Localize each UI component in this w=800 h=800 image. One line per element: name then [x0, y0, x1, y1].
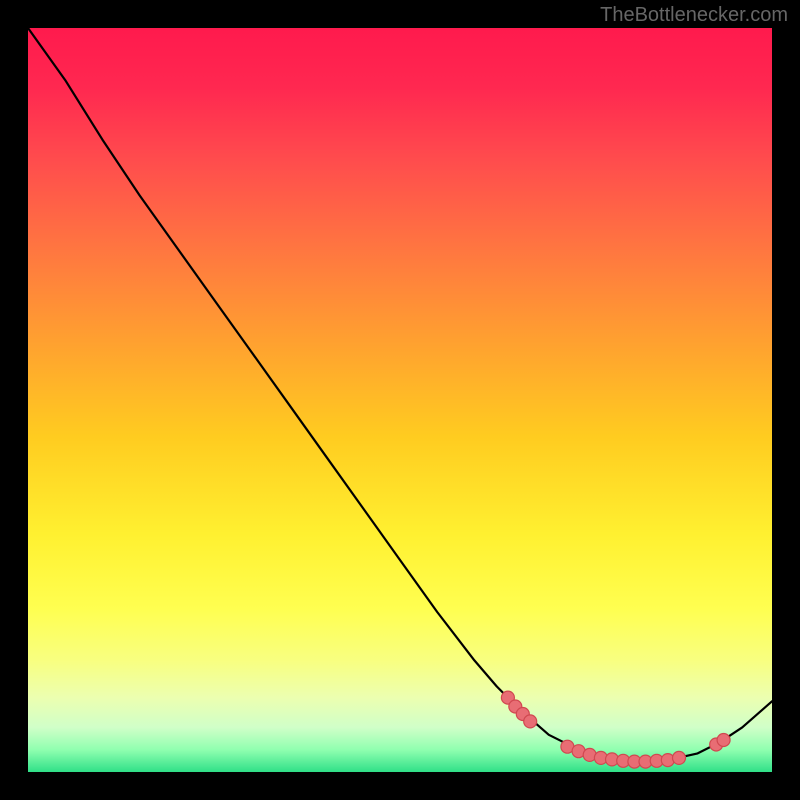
- bottleneck-chart: [28, 28, 772, 772]
- watermark-text: TheBottlenecker.com: [600, 4, 788, 27]
- chart-background: [28, 28, 772, 772]
- data-marker: [524, 715, 537, 728]
- data-marker: [673, 751, 686, 764]
- chart-svg: [28, 28, 772, 772]
- data-marker: [717, 734, 730, 747]
